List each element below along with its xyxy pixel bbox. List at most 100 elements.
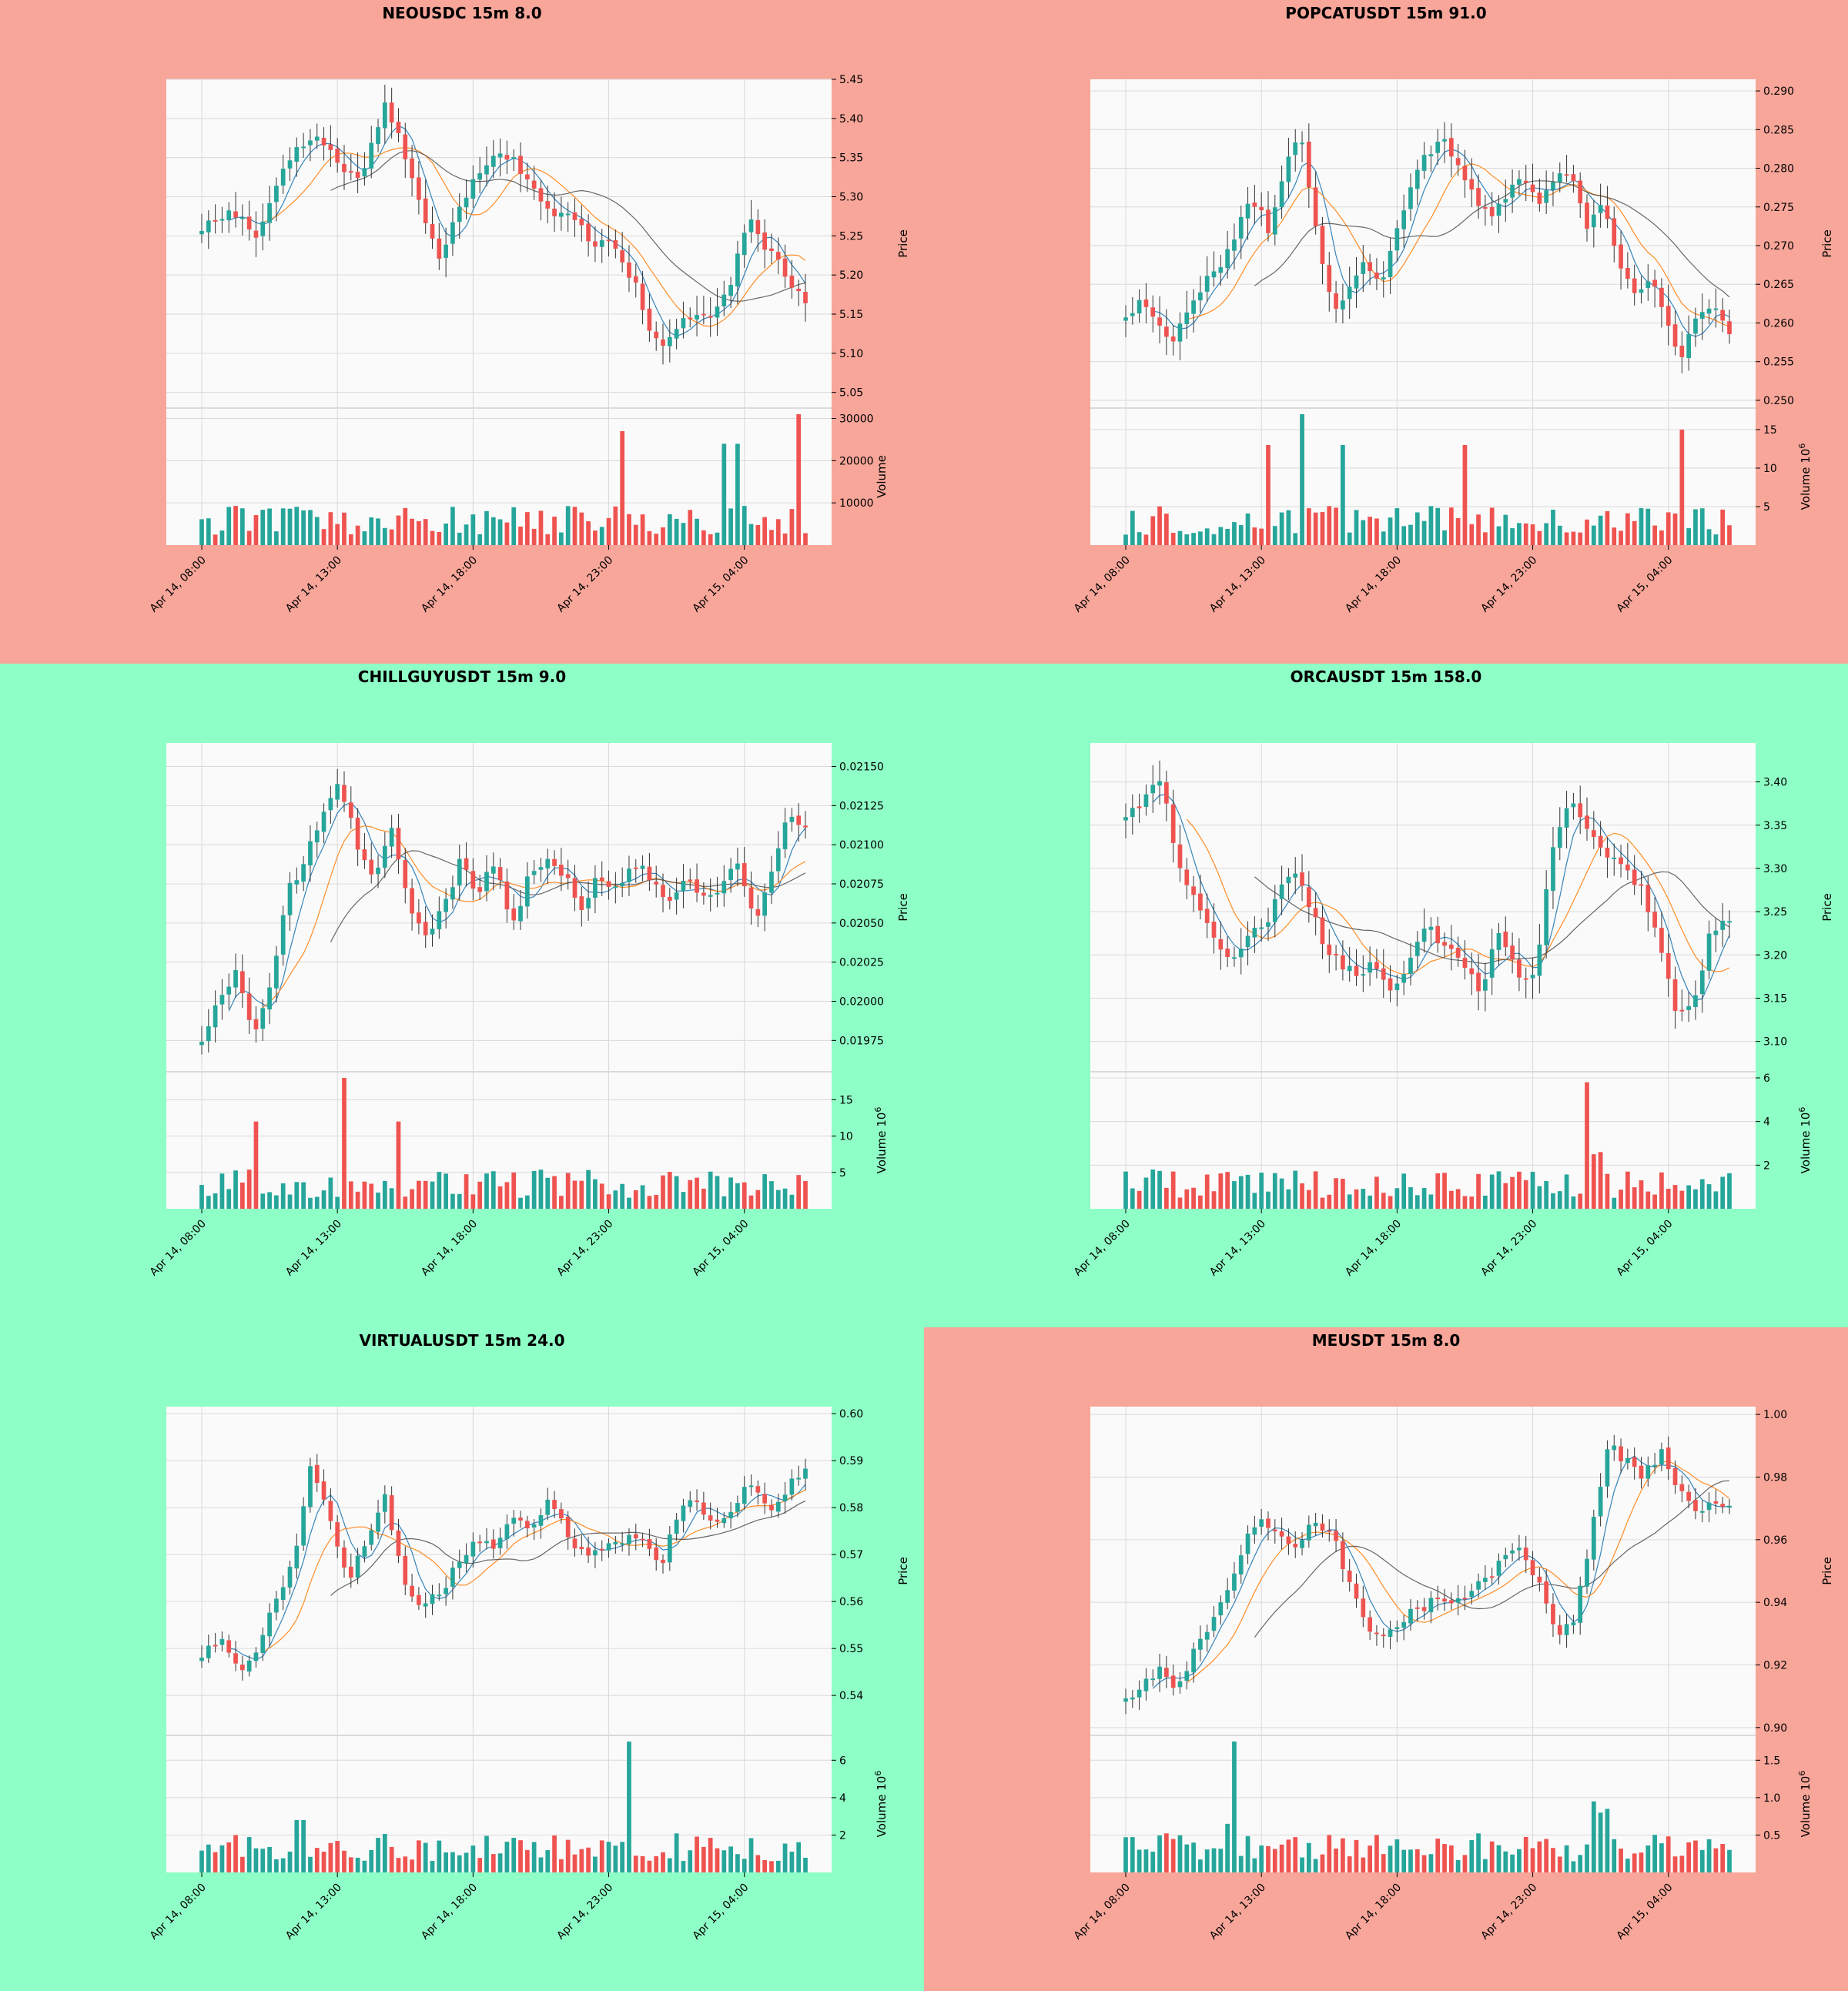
candle-body bbox=[742, 1487, 747, 1504]
candle-body bbox=[748, 219, 754, 233]
price-tick-label: 0.250 bbox=[1763, 395, 1794, 407]
volume-bar bbox=[450, 1852, 455, 1872]
volume-bar bbox=[1388, 1196, 1393, 1209]
candle-body bbox=[1564, 1624, 1569, 1635]
volume-bar bbox=[1551, 1848, 1555, 1872]
candle-body bbox=[695, 1500, 699, 1502]
candle-body bbox=[613, 239, 618, 249]
candle-body bbox=[477, 1541, 483, 1544]
volume-bar bbox=[1368, 517, 1372, 545]
candle-body bbox=[1537, 1576, 1542, 1583]
volume-bar bbox=[1489, 1174, 1495, 1209]
volume-bar bbox=[1327, 1194, 1332, 1209]
volume-bar bbox=[1578, 1193, 1583, 1209]
candle-body bbox=[430, 929, 435, 935]
candle-body bbox=[1191, 886, 1196, 895]
candle-body bbox=[1361, 974, 1366, 976]
candle-body bbox=[274, 1598, 279, 1613]
volume-bar bbox=[267, 1847, 272, 1872]
candle-body bbox=[1503, 931, 1508, 948]
candle-body bbox=[464, 1554, 469, 1564]
candle-body bbox=[403, 1556, 408, 1585]
candle-body bbox=[674, 1519, 679, 1534]
volume-bar bbox=[1503, 514, 1508, 545]
candle-body bbox=[1625, 864, 1630, 871]
candle-body bbox=[511, 157, 517, 159]
volume-bar bbox=[599, 1183, 604, 1209]
volume-axis-label: Volume 106 bbox=[873, 1107, 889, 1174]
volume-bar bbox=[701, 1846, 706, 1872]
candle-body bbox=[226, 986, 232, 995]
candle-body bbox=[1238, 949, 1244, 958]
candle-body bbox=[1455, 1598, 1461, 1603]
volume-bar bbox=[1585, 1844, 1589, 1872]
price-tick-label: 0.58 bbox=[839, 1502, 863, 1514]
candle-body bbox=[1252, 928, 1257, 938]
chart-title: NEOUSDC 15m 8.0 bbox=[382, 4, 541, 22]
candle-body bbox=[1551, 1604, 1555, 1625]
volume-bar bbox=[559, 532, 564, 545]
volume-bar bbox=[450, 507, 455, 545]
volume-tick-label: 15 bbox=[839, 1094, 853, 1106]
candle-body bbox=[294, 1545, 300, 1569]
candle-body bbox=[1462, 958, 1468, 969]
volume-bar bbox=[1503, 1851, 1508, 1872]
candle-body bbox=[606, 1543, 611, 1551]
volume-bar bbox=[1435, 1839, 1441, 1872]
candle-body bbox=[695, 315, 699, 320]
candle-body bbox=[1537, 944, 1542, 976]
volume-bar bbox=[1341, 1838, 1345, 1872]
candle-body bbox=[1598, 205, 1603, 213]
candle-body bbox=[457, 858, 462, 886]
candle-body bbox=[423, 1603, 428, 1607]
volume-bar bbox=[1706, 529, 1712, 545]
plot-area bbox=[1090, 743, 1756, 1209]
candle-body bbox=[1489, 949, 1495, 978]
volume-bar bbox=[1510, 1176, 1515, 1209]
candle-body bbox=[1483, 1578, 1488, 1582]
candle-body bbox=[1286, 1536, 1291, 1544]
volume-bar bbox=[417, 520, 421, 545]
candle-body bbox=[1381, 1635, 1386, 1637]
volume-bar bbox=[695, 518, 699, 545]
volume-bar bbox=[490, 1854, 496, 1872]
candle-body bbox=[593, 878, 598, 898]
volume-bar bbox=[1727, 525, 1732, 545]
candle-body bbox=[1388, 251, 1393, 278]
volume-bar bbox=[1612, 527, 1617, 545]
candle-body bbox=[260, 221, 266, 236]
candle-body bbox=[335, 149, 340, 163]
volume-bar bbox=[1605, 1173, 1610, 1209]
volume-bar bbox=[1286, 510, 1291, 545]
candle-body bbox=[1259, 927, 1264, 929]
candle-body bbox=[253, 1019, 259, 1029]
candle-body bbox=[1585, 815, 1589, 829]
volume-bar bbox=[1191, 1187, 1196, 1209]
volume-bar bbox=[348, 1857, 353, 1872]
volume-bar bbox=[490, 1171, 496, 1209]
volume-bar bbox=[410, 518, 414, 545]
candle-body bbox=[620, 1543, 625, 1545]
candle-body bbox=[1341, 1541, 1345, 1570]
candle-body bbox=[1123, 817, 1128, 821]
candle-body bbox=[701, 313, 706, 316]
candle-body bbox=[417, 177, 421, 200]
candle-body bbox=[1204, 1631, 1210, 1640]
candle-body bbox=[219, 219, 225, 221]
volume-bar bbox=[1632, 1187, 1637, 1209]
volume-bar bbox=[803, 1181, 808, 1209]
volume-bar bbox=[1232, 1742, 1237, 1872]
volume-bar bbox=[579, 1180, 584, 1209]
candle-body bbox=[1279, 181, 1284, 208]
volume-bar bbox=[233, 1835, 238, 1872]
candle-body bbox=[796, 1477, 802, 1480]
volume-bar bbox=[735, 443, 740, 545]
volume-tick-label: 4 bbox=[1763, 1116, 1770, 1129]
price-tick-label: 0.55 bbox=[839, 1643, 863, 1655]
volume-bar bbox=[1204, 528, 1210, 545]
volume-bar bbox=[1272, 1173, 1277, 1209]
volume-bar bbox=[1632, 520, 1637, 545]
volume-bar bbox=[1191, 533, 1196, 545]
candle-body bbox=[620, 883, 625, 887]
volume-bar bbox=[1489, 1841, 1495, 1872]
